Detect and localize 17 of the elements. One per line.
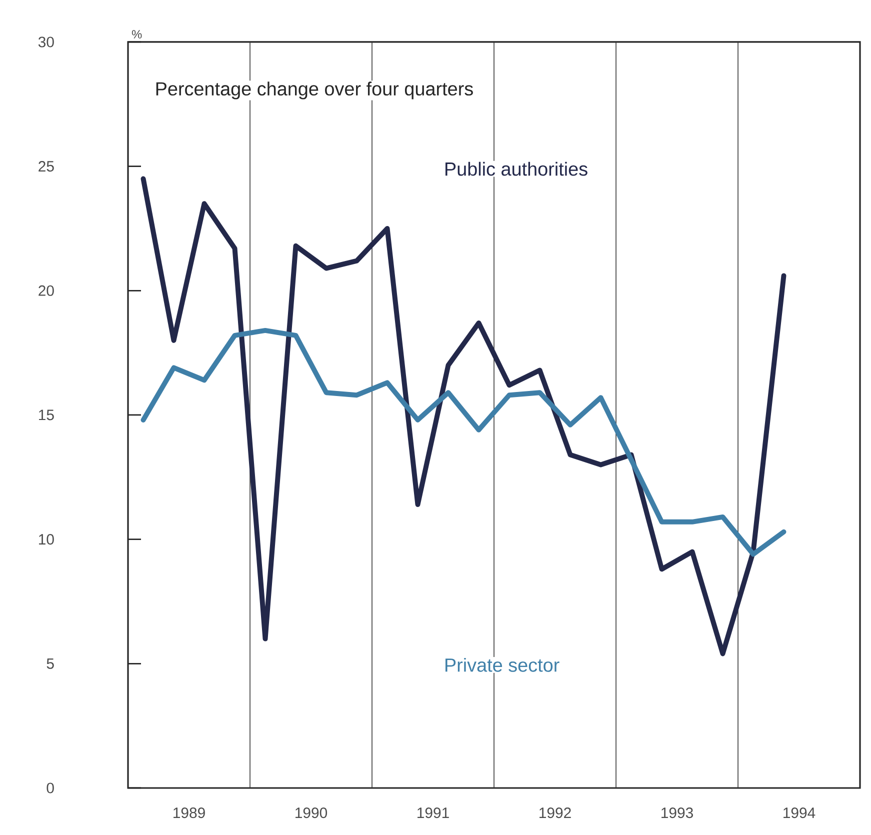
x-tick-label: 1992 [540, 808, 571, 818]
y-tick-label: 20 [38, 285, 54, 296]
x-tick-label: 1994 [784, 808, 816, 818]
x-tick-label: 1993 [662, 808, 693, 818]
y-tick-label: 5 [46, 658, 54, 669]
y-tick-label: 10 [39, 534, 54, 545]
text: Private sector [446, 658, 560, 672]
x-tick-label: 1990 [296, 808, 328, 818]
y-tick-label: 15 [39, 410, 54, 420]
x-tick-label: 1989 [174, 808, 205, 818]
text: Percentage change over four quarters [156, 82, 473, 100]
y-tick-label: 30 [38, 36, 54, 48]
text: Public authorities [446, 162, 588, 176]
y-tick-label: 25 [38, 161, 54, 172]
x-tick-label: 1991 [418, 808, 449, 818]
y-axis-title: % [132, 30, 142, 38]
y-tick-label: 0 [46, 782, 54, 794]
